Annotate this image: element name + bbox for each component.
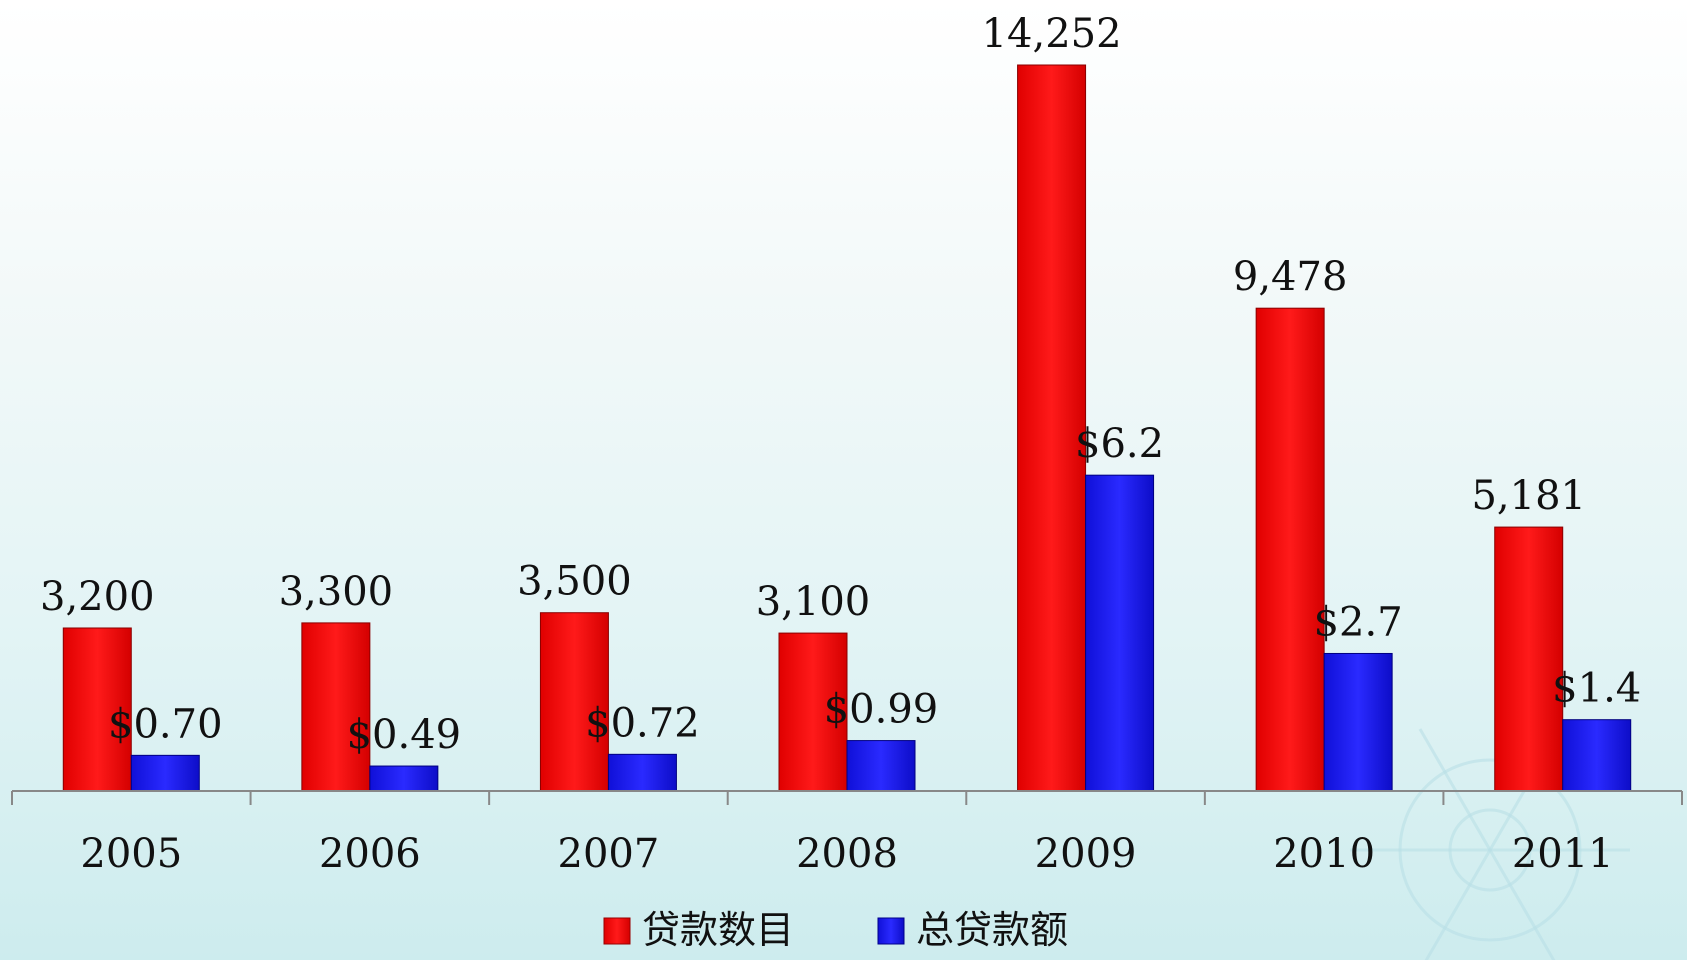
bar-loan-count-2008 [778,632,848,792]
bar-total-amount-2005 [130,754,200,792]
bar-loan-count-2011 [1494,526,1564,792]
legend-label-loan-count: 贷款数目 [642,908,794,952]
data-label-total-amount-2005: $0.70 [108,701,223,747]
data-label-loan-count-2007: 3,500 [517,559,632,605]
bars-layer [62,64,1632,792]
data-label-total-amount-2006: $0.49 [347,712,462,758]
x-tick-label-2009: 2009 [1035,831,1137,877]
bar-loan-count-2010 [1255,307,1325,792]
x-tick-label-2010: 2010 [1273,831,1375,877]
x-tick-label-2005: 2005 [80,831,182,877]
data-label-loan-count-2005: 3,200 [40,574,155,620]
x-tick-label-2007: 2007 [558,831,660,877]
data-label-total-amount-2011: $1.4 [1552,666,1641,712]
data-labels-layer: 3,200 $0.70 3,300 $0.49 3,500 $0.72 3,100 $0.99… [40,11,1641,758]
x-tick-label-2006: 2006 [319,831,421,877]
bar-total-amount-2011 [1562,719,1632,792]
data-label-total-amount-2008: $0.99 [824,687,939,733]
bar-loan-count-2006 [301,622,371,792]
data-label-loan-count-2009: 14,252 [982,11,1122,57]
data-label-total-amount-2007: $0.72 [585,700,700,746]
legend-swatch-loan-count [603,917,631,945]
legend-swatch-total-amount [877,917,905,945]
bar-loan-count-2005 [62,627,132,792]
bar-total-amount-2006 [369,765,439,792]
data-label-loan-count-2006: 3,300 [279,569,394,615]
bar-loan-count-2007 [539,612,609,792]
x-tick-label-2008: 2008 [796,831,898,877]
legend-label-total-amount: 总贷款额 [916,908,1068,952]
data-label-total-amount-2010: $2.7 [1314,599,1403,645]
bar-total-amount-2009 [1085,474,1155,792]
legend: 贷款数目 总贷款额 [603,908,1068,952]
data-label-loan-count-2011: 5,181 [1471,473,1586,519]
bar-total-amount-2007 [607,753,677,792]
data-label-loan-count-2008: 3,100 [756,579,871,625]
bar-total-amount-2010 [1323,652,1393,792]
bar-total-amount-2008 [846,740,916,792]
x-axis: 2005 2006 2007 2008 2009 2010 2011 [11,790,1683,877]
data-label-loan-count-2010: 9,478 [1233,254,1348,300]
data-label-total-amount-2009: $6.2 [1075,421,1164,467]
x-tick-label-2011: 2011 [1512,831,1614,877]
